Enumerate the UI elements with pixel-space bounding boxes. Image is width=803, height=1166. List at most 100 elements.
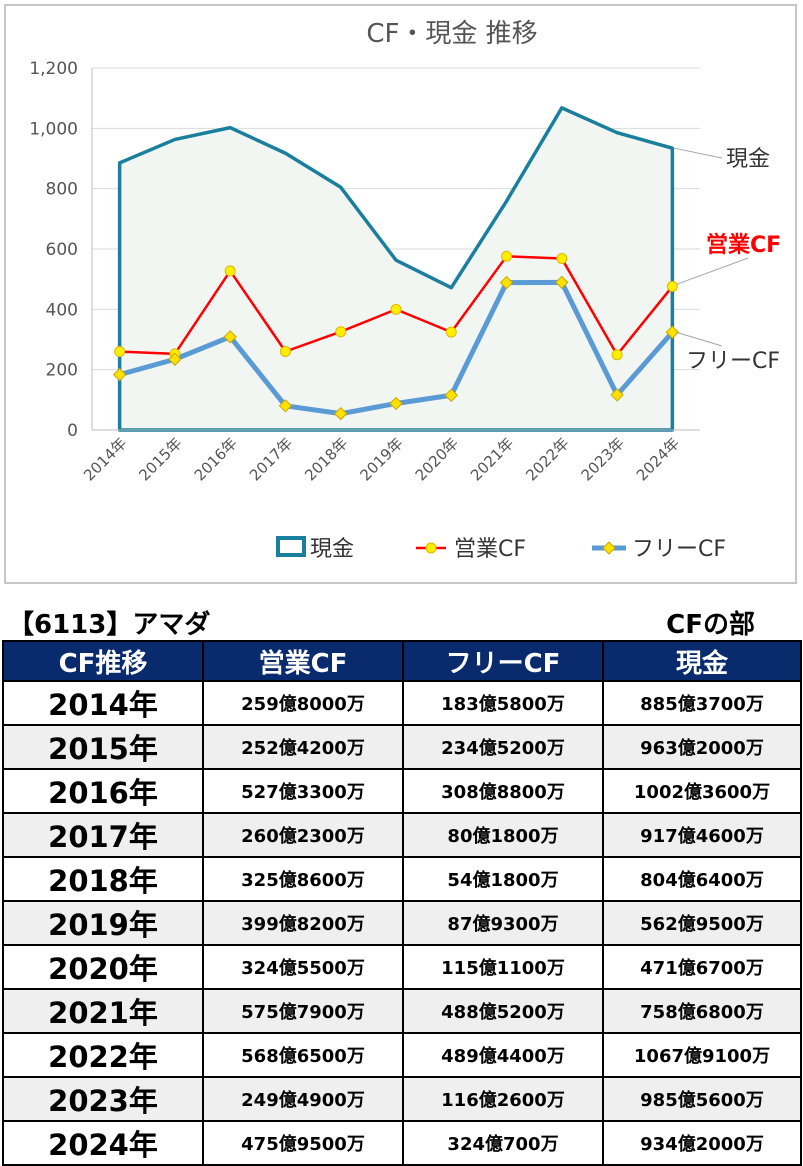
free-cf-cell: 324億700万 [402,1120,604,1166]
free-cf-cell: 488億5200万 [402,988,604,1034]
header-cf-trend: CF推移 [2,640,204,682]
year-cell: 2018年 [2,856,204,902]
free-cf-point [499,275,514,290]
operating-cf-point [279,345,291,357]
table-row: 2021年 575億7900万 488億5200万 758億6800万 [2,988,802,1034]
free-cf-cell: 80億1800万 [402,812,604,858]
operating-cf-callout-label: 営業CF [706,232,781,258]
free-cf-point [278,399,293,413]
cash-cell: 1002億3600万 [602,768,802,814]
operating-cf-cell: 260億2300万 [202,812,404,858]
legend-free-cf-marker [602,541,616,555]
free-cf-point [389,396,403,411]
operating-cf-cell: 527億3300万 [202,768,404,814]
year-cell: 2023年 [2,1076,204,1122]
cash-cell: 471億6700万 [602,944,802,990]
free-cf-cell: 489億4400万 [402,1032,604,1078]
table-row: 2017年 260億2300万 80億1800万 917億4600万 [2,812,802,858]
operating-cf-point [501,250,513,262]
table-row: 2016年 527億3300万 308億8800万 1002億3600万 [2,768,802,814]
table-row: 2020年 324億5500万 115億1100万 471億6700万 [2,944,802,990]
free-cf-point [665,325,680,339]
year-cell: 2014年 [2,680,204,726]
cash-cell: 758億6800万 [602,988,802,1034]
legend-cash-label: 現金 [310,537,354,562]
x-tick-label: 2019年 [356,434,406,484]
operating-cf-cell: 252億4200万 [202,724,404,770]
year-cell: 2017年 [2,812,204,858]
operating-cf-cell: 325億8600万 [202,856,404,902]
operating-cf-cell: 399億8200万 [202,900,404,946]
cash-cell: 934億2000万 [602,1120,802,1166]
cash-area-fill [119,107,673,430]
operating-cf-cell: 324億5500万 [202,944,404,990]
legend-operating-cf-marker [425,542,437,554]
y-tick-label: 1,000 [29,119,78,139]
y-tick-label: 0 [67,421,78,441]
company-label: 【6113】アマダ [8,610,211,640]
operating-cf-point [224,265,236,277]
table-row: 2023年 249億4900万 116億2600万 985億5600万 [2,1076,802,1122]
cash-cell: 804億6400万 [602,856,802,902]
header-operating-cf: 営業CF [202,640,404,682]
chart-frame: CF・現金 推移 0 200 400 600 800 1,000 1,200 2014年 2015… [4,4,797,584]
table-row: 2022年 568億6500万 489億4400万 1067億9100万 [2,1032,802,1078]
year-cell: 2022年 [2,1032,204,1078]
operating-cf-cell: 259億8000万 [202,680,404,726]
table-row: 2024年 475億9500万 324億700万 934億2000万 [2,1120,802,1166]
operating-cf-point [390,303,402,315]
operating-cf-point [611,349,623,361]
free-cf-point [223,330,237,344]
cf-table: CF推移 営業CF フリーCF 現金 2014年 259億8000万 183億5… [2,640,802,1166]
cash-callout-label: 現金 [726,147,770,172]
free-cf-point [444,388,458,402]
cash-callout-line [674,147,723,159]
free-cf-cell: 115億1100万 [402,944,604,990]
legend-free-cf-label: フリーCF [632,537,726,562]
year-cell: 2021年 [2,988,204,1034]
operating-cf-point [114,346,126,358]
operating-cf-point [335,326,347,338]
free-cf-cell: 54億1800万 [402,856,604,902]
x-tick-label: 2014年 [80,434,130,484]
table-row: 2015年 252億4200万 234億5200万 963億2000万 [2,724,802,770]
operating-cf-point [666,280,678,292]
free-cf-cell: 183億5800万 [402,680,604,726]
y-tick-label: 1,200 [29,59,78,79]
y-tick-label: 600 [46,240,78,260]
cash-cell: 1067億9100万 [602,1032,802,1078]
free-cf-cell: 87億9300万 [402,900,604,946]
cash-cell: 963億2000万 [602,724,802,770]
year-cell: 2015年 [2,724,204,770]
year-cell: 2024年 [2,1120,204,1166]
section-label: CFの部 [666,610,755,640]
chart-title: CF・現金 推移 [366,19,537,49]
legend-operating-cf-label: 営業CF [454,537,526,562]
operating-cf-cell: 249億4900万 [202,1076,404,1122]
free-cf-cell: 308億8800万 [402,768,604,814]
x-tick-label: 2022年 [522,434,572,484]
free-cf-point [555,275,569,290]
year-cell: 2020年 [2,944,204,990]
y-tick-label: 800 [46,180,78,200]
year-cell: 2016年 [2,768,204,814]
cash-cell: 917億4600万 [602,812,802,858]
free-cf-point [334,406,348,421]
cash-cell: 985億5600万 [602,1076,802,1122]
year-cell: 2019年 [2,900,204,946]
free-cf-point [610,388,624,402]
free-cf-callout-label: フリーCF [686,349,780,374]
x-tick-label: 2023年 [578,434,628,484]
x-tick-label: 2021年 [467,434,517,484]
free-cf-point [168,352,182,366]
table-header-row: CF推移 営業CF フリーCF 現金 [2,640,802,682]
legend-cash-swatch [276,536,306,557]
cash-cell: 885億3700万 [602,680,802,726]
header-free-cf: フリーCF [402,640,604,682]
x-tick-label: 2016年 [191,434,241,484]
x-tick-label: 2020年 [412,434,462,484]
table-row: 2018年 325億8600万 54億1800万 804億6400万 [2,856,802,902]
y-tick-label: 200 [46,361,78,381]
table-row: 2014年 259億8000万 183億5800万 885億3700万 [2,680,802,726]
header-cash: 現金 [602,640,802,682]
